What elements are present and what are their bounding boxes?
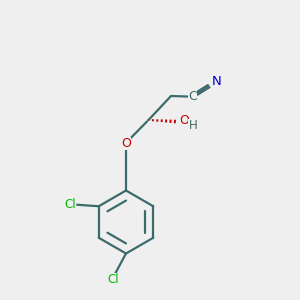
Text: Cl: Cl — [108, 273, 119, 286]
Text: H: H — [188, 118, 197, 132]
Text: N: N — [212, 75, 221, 88]
Text: C: C — [188, 90, 197, 103]
Text: O: O — [179, 114, 189, 127]
Text: O: O — [121, 137, 131, 150]
Text: Cl: Cl — [64, 198, 76, 211]
